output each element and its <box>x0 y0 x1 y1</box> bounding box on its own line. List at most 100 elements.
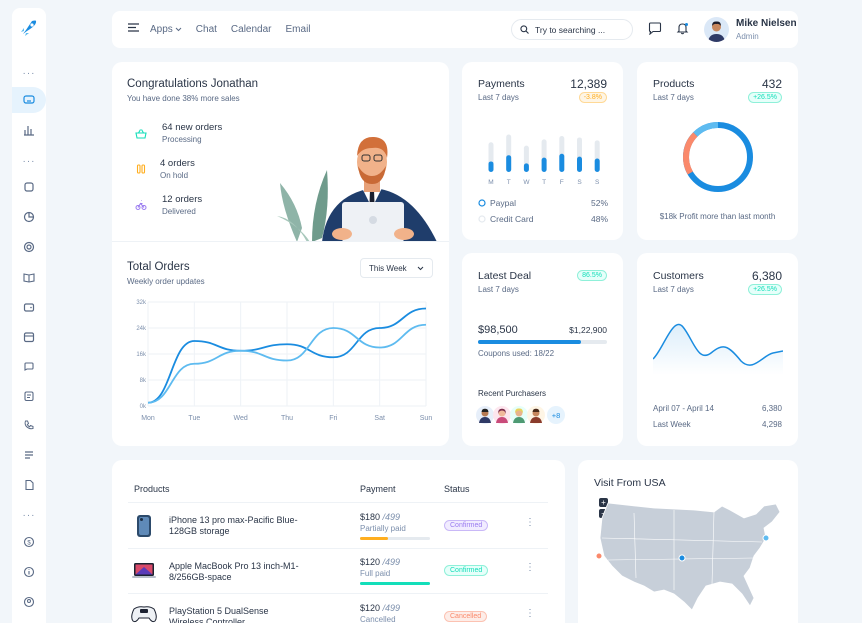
purchaser-avatar-icon[interactable] <box>476 406 494 424</box>
map-marker-central[interactable] <box>678 554 686 562</box>
payments-title: Payments <box>478 78 525 90</box>
rocket-logo-icon[interactable] <box>19 18 39 38</box>
orders-hold-count: 4 orders <box>160 158 195 169</box>
sidebar-item-pie[interactable] <box>12 204 46 230</box>
orders-series-line-2 <box>147 323 427 404</box>
sidebar-item-page[interactable] <box>12 174 46 200</box>
payments-day-label: W <box>523 179 530 186</box>
product-name[interactable]: PlayStation 5 DualSense Wireless Control… <box>169 606 269 623</box>
purchaser-avatar-icon[interactable] <box>527 406 545 424</box>
overview-card: Congratulations Jonathan You have done 3… <box>112 62 449 446</box>
products-title: Products <box>653 78 695 90</box>
customers-change-badge: +26.5% <box>748 284 782 295</box>
row-actions-kebab-icon[interactable]: ⋮ <box>525 608 535 619</box>
y-tick-label: 0k <box>140 404 147 410</box>
sidebar-item-file[interactable] <box>12 472 46 498</box>
usa-map[interactable] <box>594 498 784 623</box>
sidebar-item-calendar[interactable] <box>12 324 46 350</box>
product-price: $120 /499 <box>360 603 400 613</box>
calendar-icon <box>23 332 35 343</box>
row-actions-kebab-icon[interactable]: ⋮ <box>525 562 535 573</box>
row-actions-kebab-icon[interactable]: ⋮ <box>525 517 535 528</box>
visit-title: Visit From USA <box>594 477 666 489</box>
col-header-payment: Payment <box>360 484 396 494</box>
table-divider <box>128 593 548 594</box>
user-role: Admin <box>736 32 759 41</box>
card-divider <box>112 241 449 242</box>
svg-text:$: $ <box>27 540 31 546</box>
user-avatar[interactable] <box>704 17 729 42</box>
user-circle-icon <box>23 596 35 608</box>
sidebar-item-analytics[interactable] <box>12 117 46 143</box>
status-badge: Confirmed <box>444 520 489 531</box>
x-tick-label: Wed <box>234 415 248 422</box>
products-donut-chart <box>683 122 753 192</box>
more-purchasers-badge[interactable]: +8 <box>547 406 565 424</box>
message-icon[interactable] <box>648 22 662 35</box>
nav-calendar[interactable]: Calendar <box>230 24 272 35</box>
basket-icon <box>135 129 147 139</box>
sidebar-section-dots: ··· <box>22 509 36 521</box>
customers-range-label: April 07 - April 14 <box>653 404 714 413</box>
sidebar-item-dashboard[interactable] <box>12 87 46 113</box>
nav-email[interactable]: Email <box>285 24 311 35</box>
latest-deal-card: Latest Deal Last 7 days 86.5% $98,500 $1… <box>462 253 623 446</box>
sidebar-item-list[interactable] <box>12 442 46 468</box>
nav-apps[interactable]: Apps <box>150 24 182 35</box>
map-zoom-in-button[interactable]: + <box>599 498 608 507</box>
square-icon <box>24 182 34 192</box>
sidebar-item-book[interactable] <box>12 264 46 290</box>
customers-title: Customers <box>653 270 704 282</box>
sidebar-item-notes[interactable] <box>12 383 46 409</box>
donut-segment-orange <box>683 132 698 175</box>
customers-value: 6,380 <box>751 269 782 283</box>
y-tick-label: 8k <box>140 378 147 384</box>
hamburger-menu-icon[interactable] <box>128 23 139 32</box>
map-marker-east[interactable] <box>762 534 770 542</box>
payments-day-label: S <box>595 179 600 186</box>
col-header-products: Products <box>134 484 170 494</box>
sidebar-item-info[interactable] <box>12 559 46 585</box>
purchaser-avatar-icon[interactable] <box>493 406 511 424</box>
legend-paypal-label: Paypal <box>490 198 516 208</box>
pause-icon <box>136 164 146 174</box>
orders-delivered-count: 12 orders <box>162 194 203 205</box>
avatar-image-icon <box>704 17 729 42</box>
nav-chat[interactable]: Chat <box>195 24 217 35</box>
gamepad-product-icon <box>131 606 157 623</box>
product-name[interactable]: iPhone 13 pro max-Pacific Blue-128GB sto… <box>169 515 298 536</box>
sidebar-item-chat[interactable] <box>12 354 46 380</box>
payment-progress-bar <box>360 537 430 540</box>
week-filter-select[interactable]: This Week <box>360 258 433 278</box>
payment-status: Partially paid <box>360 524 406 533</box>
payments-card: Payments 12,389 Last 7 days -3.8% M T W T F S… <box>462 62 623 240</box>
sidebar-item-support[interactable] <box>12 234 46 260</box>
customers-range-value: 6,380 <box>761 404 782 413</box>
bell-icon[interactable] <box>676 22 689 35</box>
product-name[interactable]: Apple MacBook Pro 13 inch-M1-8/256GB-spa… <box>169 561 299 582</box>
sidebar-item-wallet[interactable] <box>12 294 46 320</box>
y-tick-label: 32k <box>136 300 147 306</box>
sidebar: ··· ··· ··· $ <box>12 8 46 623</box>
customers-last-week-label: Last Week <box>653 420 691 429</box>
product-price: $180 /499 <box>360 512 400 522</box>
lifebuoy-icon <box>23 241 35 253</box>
businessman-illustration <box>277 136 437 242</box>
x-tick-label: Thu <box>281 415 293 422</box>
bike-icon <box>135 200 147 210</box>
sidebar-item-user[interactable] <box>12 589 46 615</box>
deal-progress-fill <box>478 340 582 344</box>
sidebar-item-phone[interactable] <box>12 412 46 438</box>
payment-status: Cancelled <box>360 615 396 623</box>
table-divider <box>128 502 548 503</box>
orders-new-count: 64 new orders <box>162 122 223 133</box>
purchaser-avatar-icon[interactable] <box>510 406 528 424</box>
sidebar-item-pricing[interactable]: $ <box>12 529 46 555</box>
table-divider <box>128 548 548 549</box>
map-marker-west[interactable] <box>595 552 603 560</box>
search-input[interactable]: Try to searching ... <box>511 19 633 40</box>
monitor-icon <box>23 95 35 104</box>
price-total: /499 <box>382 557 401 567</box>
x-tick-label: Tue <box>188 415 200 422</box>
